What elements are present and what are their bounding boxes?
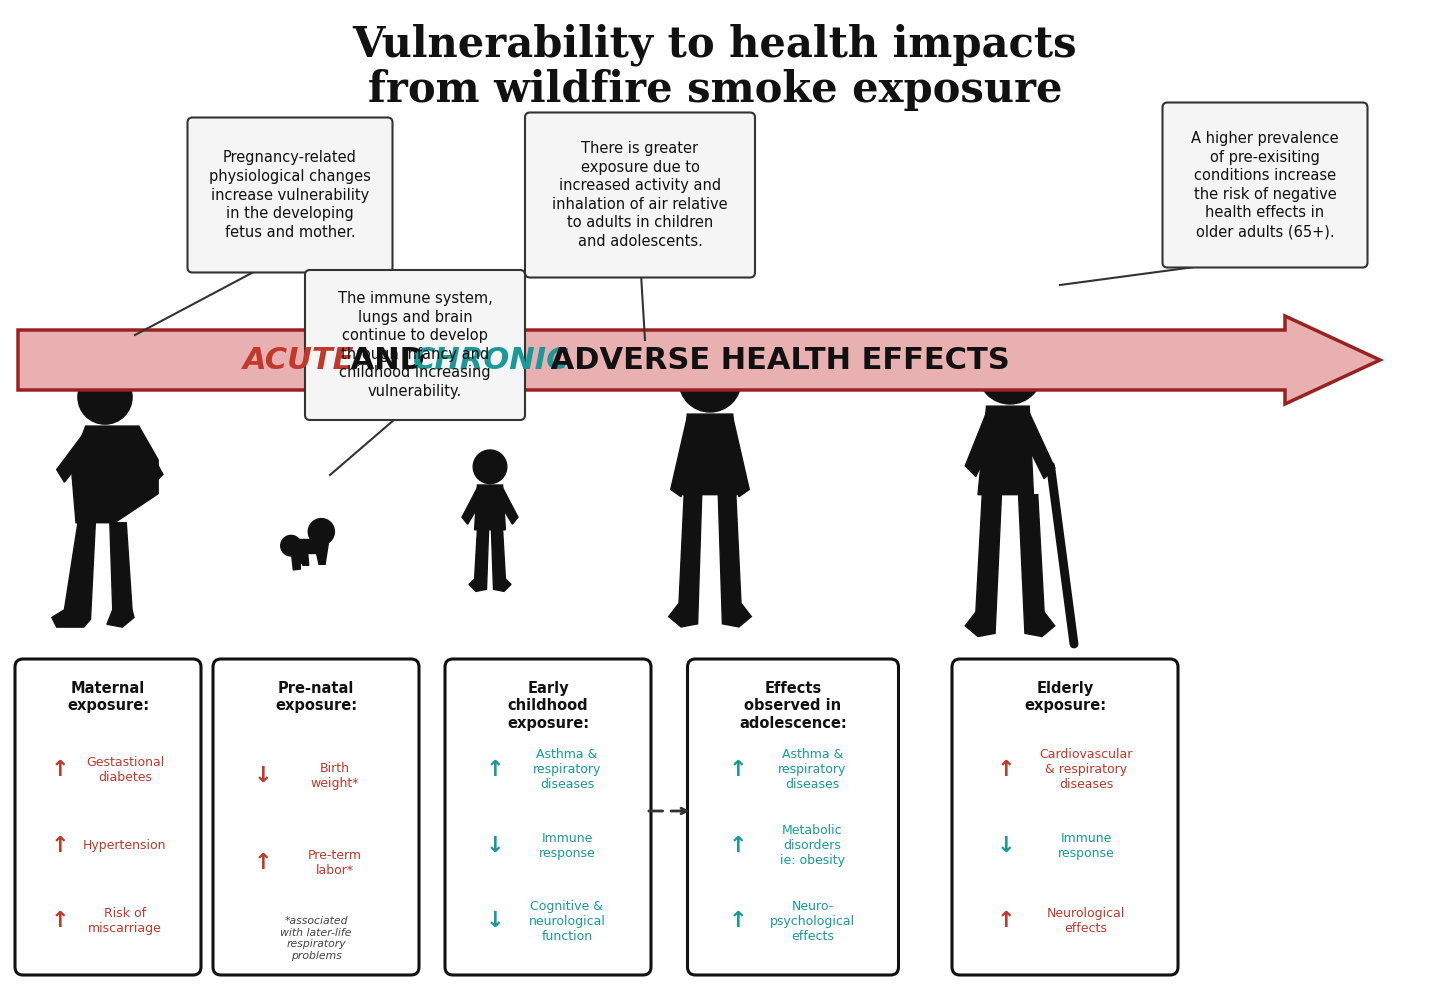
Circle shape: [473, 450, 506, 483]
Polygon shape: [72, 426, 159, 523]
Text: Early
childhood
exposure:: Early childhood exposure:: [508, 681, 589, 731]
Text: ↑: ↑: [997, 760, 1015, 780]
Polygon shape: [681, 414, 739, 494]
Text: ↓: ↓: [253, 766, 272, 786]
Text: ADVERSE HEALTH EFFECTS: ADVERSE HEALTH EFFECTS: [541, 346, 1010, 375]
Text: ↑: ↑: [729, 835, 748, 855]
Text: Cardiovascular
& respiratory
diseases: Cardiovascular & respiratory diseases: [1040, 749, 1133, 791]
FancyBboxPatch shape: [688, 659, 898, 975]
Polygon shape: [462, 487, 485, 525]
Text: Elderly
exposure:: Elderly exposure:: [1024, 681, 1105, 714]
Circle shape: [77, 370, 132, 424]
Polygon shape: [1018, 494, 1055, 636]
Text: Effects
observed in
adolescence:: Effects observed in adolescence:: [739, 681, 847, 731]
FancyBboxPatch shape: [952, 659, 1178, 975]
Polygon shape: [51, 523, 96, 627]
Text: Pregnancy-related
physiological changes
increase vulnerability
in the developing: Pregnancy-related physiological changes …: [209, 151, 370, 240]
Polygon shape: [1018, 412, 1055, 478]
Text: Pre-term
labor*: Pre-term labor*: [307, 849, 362, 877]
Circle shape: [978, 340, 1042, 404]
Polygon shape: [475, 485, 505, 530]
Polygon shape: [290, 539, 316, 553]
Text: Cognitive &
neurological
function: Cognitive & neurological function: [529, 899, 605, 943]
Text: Birth
weight*: Birth weight*: [310, 762, 359, 790]
Text: from wildfire smoke exposure: from wildfire smoke exposure: [368, 69, 1062, 111]
Text: The immune system,
lungs and brain
continue to develop
through infancy and
child: The immune system, lungs and brain conti…: [337, 291, 492, 399]
Polygon shape: [290, 550, 300, 570]
Polygon shape: [492, 530, 511, 591]
FancyBboxPatch shape: [187, 118, 392, 272]
Polygon shape: [496, 487, 518, 525]
Text: ↑: ↑: [729, 760, 748, 780]
Text: Risk of
miscarriage: Risk of miscarriage: [89, 908, 162, 936]
FancyBboxPatch shape: [305, 270, 525, 420]
Text: ↓: ↓: [486, 835, 505, 855]
Text: Neuro-
psychological
effects: Neuro- psychological effects: [769, 899, 855, 943]
Text: Vulnerability to health impacts: Vulnerability to health impacts: [353, 24, 1077, 66]
Text: ↑: ↑: [486, 760, 505, 780]
Text: A higher prevalence
of pre-exisiting
conditions increase
the risk of negative
he: A higher prevalence of pre-exisiting con…: [1191, 131, 1338, 239]
Polygon shape: [722, 417, 749, 496]
Text: AND: AND: [340, 346, 436, 375]
Text: *associated
with later-life
respiratory
problems: *associated with later-life respiratory …: [280, 917, 352, 961]
Text: ↑: ↑: [51, 835, 70, 855]
Text: ↑: ↑: [51, 912, 70, 932]
Text: CHRONIC: CHRONIC: [413, 346, 569, 375]
Polygon shape: [965, 412, 1000, 476]
Text: ↓: ↓: [997, 835, 1015, 855]
FancyBboxPatch shape: [445, 659, 651, 975]
Polygon shape: [671, 417, 698, 496]
FancyBboxPatch shape: [525, 113, 755, 277]
Text: There is greater
exposure due to
increased activity and
inhalation of air relati: There is greater exposure due to increas…: [552, 141, 728, 249]
Text: Hypertension: Hypertension: [83, 839, 167, 852]
Text: Maternal
exposure:: Maternal exposure:: [67, 681, 149, 714]
Polygon shape: [303, 550, 309, 565]
Polygon shape: [126, 431, 163, 484]
Text: Metabolic
disorders
ie: obesity: Metabolic disorders ie: obesity: [779, 824, 845, 867]
Circle shape: [309, 519, 335, 545]
Polygon shape: [965, 494, 1001, 636]
FancyBboxPatch shape: [213, 659, 419, 975]
Text: ↑: ↑: [729, 912, 748, 932]
Text: Immune
response: Immune response: [1058, 831, 1114, 859]
Circle shape: [102, 364, 124, 387]
Polygon shape: [107, 523, 134, 627]
FancyBboxPatch shape: [14, 659, 202, 975]
Polygon shape: [469, 530, 489, 591]
FancyArrow shape: [19, 316, 1380, 404]
Polygon shape: [978, 406, 1034, 494]
FancyBboxPatch shape: [1163, 103, 1367, 267]
Polygon shape: [315, 544, 329, 565]
Text: Asthma &
respiratory
diseases: Asthma & respiratory diseases: [778, 749, 847, 791]
Text: ACUTE: ACUTE: [243, 346, 355, 375]
Text: Gestastional
diabetes: Gestastional diabetes: [86, 756, 164, 784]
Circle shape: [679, 350, 741, 412]
Text: ↑: ↑: [997, 912, 1015, 932]
Text: ↑: ↑: [51, 760, 70, 780]
Text: Asthma &
respiratory
diseases: Asthma & respiratory diseases: [533, 749, 601, 791]
Polygon shape: [718, 494, 751, 627]
Circle shape: [280, 536, 302, 556]
Text: Neurological
effects: Neurological effects: [1047, 908, 1125, 936]
Polygon shape: [296, 544, 306, 564]
Text: Pre-natal
exposure:: Pre-natal exposure:: [275, 681, 358, 714]
Polygon shape: [669, 494, 702, 627]
Polygon shape: [57, 431, 93, 482]
Text: ↑: ↑: [253, 853, 272, 873]
Text: Immune
response: Immune response: [539, 831, 595, 859]
Text: ↓: ↓: [486, 912, 505, 932]
